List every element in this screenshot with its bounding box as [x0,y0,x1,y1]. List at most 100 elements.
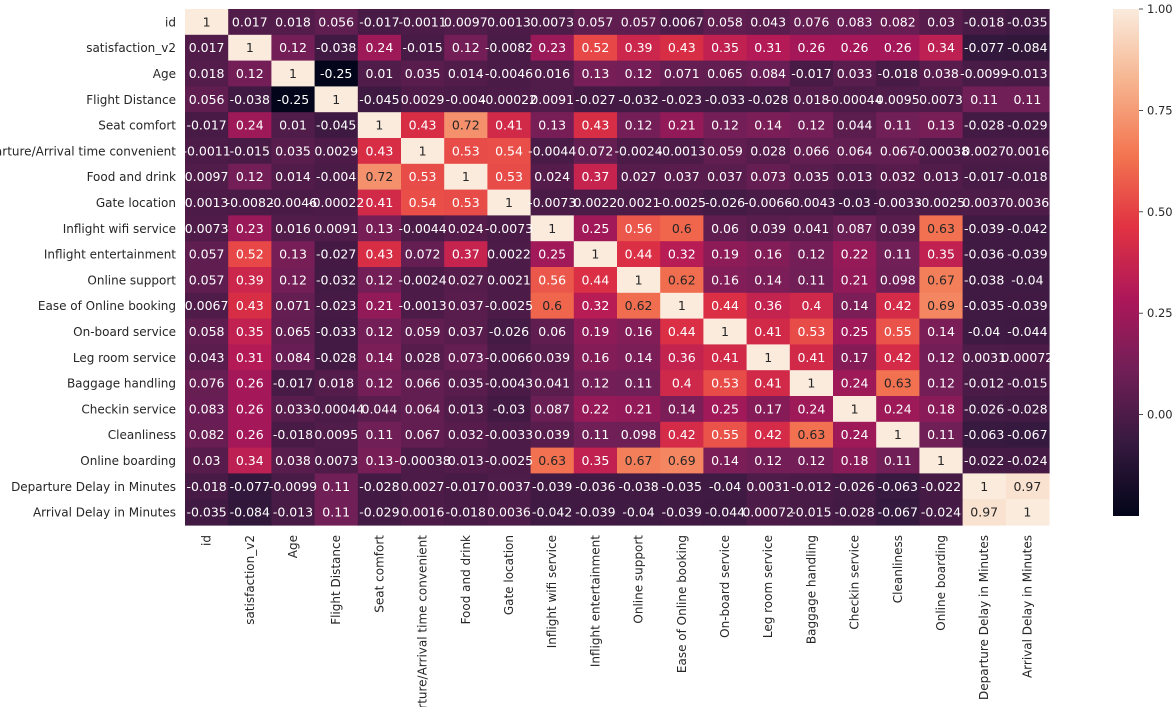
heatmap-cell [573,396,618,423]
cell-annotation: 0.13 [365,453,393,468]
heatmap-cell [789,112,834,139]
cell-annotation: -0.033 [316,324,356,339]
cell-annotation: 0.037 [448,324,484,339]
heatmap-cell [789,344,834,371]
cell-annotation: 0.064 [837,143,873,158]
heatmap-cell [919,292,964,320]
cell-annotation: -0.039 [964,221,1004,236]
cell-annotation: -0.038 [618,479,658,494]
cell-annotation: 0.34 [236,453,264,468]
heatmap-cell [530,34,575,62]
cell-annotation: 0.0027 [962,143,1006,158]
cell-annotation: 0.076 [794,14,830,29]
heatmap-cell [228,421,272,449]
heatmap-cell [487,138,532,165]
heatmap-cell [444,447,488,474]
heatmap-cell [876,292,920,320]
cell-annotation: -0.004 [446,92,486,107]
cell-annotation: 0.43 [581,118,609,133]
heatmap-cell [185,86,229,113]
heatmap-cell [487,421,532,449]
cell-annotation: 0.018 [189,66,225,81]
heatmap-cell [876,112,920,139]
cell-annotation: -0.036 [964,247,1004,262]
heatmap-cell [185,344,229,371]
cell-annotation: 0.12 [625,66,653,81]
heatmap-cell [789,499,834,526]
heatmap-cell [833,241,877,268]
heatmap-cell [314,344,359,371]
heatmap-cell [617,421,661,449]
heatmap-cell [833,267,877,294]
cell-annotation: 0.056 [318,14,354,29]
cell-annotation: -0.028 [964,118,1004,133]
heatmap-cell [1005,396,1050,423]
heatmap-cell [833,215,877,242]
heatmap-cell [1005,473,1050,500]
heatmap-cell [185,499,229,526]
heatmap-cell [833,86,877,113]
cell-annotation: -0.035 [662,479,702,494]
cell-annotation: -0.032 [316,272,356,287]
heatmap-cell [746,344,791,371]
heatmap-cell [746,86,791,113]
cell-annotation: -0.013 [273,505,313,520]
cell-annotation: 0.12 [365,376,393,391]
heatmap-cell [271,215,316,242]
cell-annotation: -0.042 [1007,221,1047,236]
cell-annotation: -0.015 [402,40,442,55]
heatmap-cell [357,215,402,242]
heatmap-cell [789,473,834,500]
heatmap-cell [573,9,618,36]
heatmap-cell [617,60,661,87]
heatmap-cell [876,267,920,294]
heatmap-cell [746,421,791,449]
heatmap-cell [703,86,748,113]
cell-annotation: 0.11 [1013,92,1041,107]
cell-annotation: -0.023 [316,298,356,313]
cell-annotation: 0.6 [672,221,692,236]
heatmap-cell [401,189,445,216]
cell-annotation: 0.56 [538,272,566,287]
y-tick-label: Inflight entertainment [44,248,176,262]
heatmap-cell [401,421,445,449]
x-tick-label: Departure Delay in Minutes [977,535,991,700]
heatmap-cell [789,34,834,62]
y-tick-label: Cleanliness [108,428,176,442]
cell-annotation: -0.028 [359,479,399,494]
heatmap-cell [401,215,445,242]
heatmap-cell [919,112,964,139]
cell-annotation: 0.97 [970,505,998,520]
heatmap-cell [876,499,920,526]
heatmap-cell [617,396,661,423]
heatmap-cell [617,34,661,62]
cell-annotation: 0.4 [672,376,692,391]
heatmap-cell [876,9,920,36]
heatmap-cell [573,189,618,216]
heatmap-cell [1005,344,1050,371]
cell-annotation: 0.013 [923,169,959,184]
cell-annotation: -0.00044 [826,92,882,107]
cell-annotation: 1 [505,195,513,210]
cell-annotation: 0.0037 [487,479,531,494]
heatmap-cell [314,215,359,242]
heatmap-cell [617,447,661,474]
y-tick-label: satisfaction_v2 [86,41,176,55]
cell-annotation: -0.067 [878,505,918,520]
heatmap-cell [919,138,964,165]
heatmap-cell [314,163,359,191]
heatmap-cell [1005,34,1050,62]
cell-annotation: 0.11 [884,453,912,468]
heatmap-cell [228,86,272,113]
cell-annotation: -0.038 [230,92,270,107]
heatmap-cell [703,163,748,191]
cell-annotation: -0.035 [964,298,1004,313]
heatmap-cell [1005,138,1050,165]
cell-annotation: 0.35 [711,40,739,55]
cell-annotation: 0.018 [794,92,830,107]
cell-annotation: 0.63 [797,427,825,442]
cell-annotation: 0.12 [452,40,480,55]
heatmap-cell [228,34,272,62]
cell-annotation: 0.0036 [1006,195,1050,210]
